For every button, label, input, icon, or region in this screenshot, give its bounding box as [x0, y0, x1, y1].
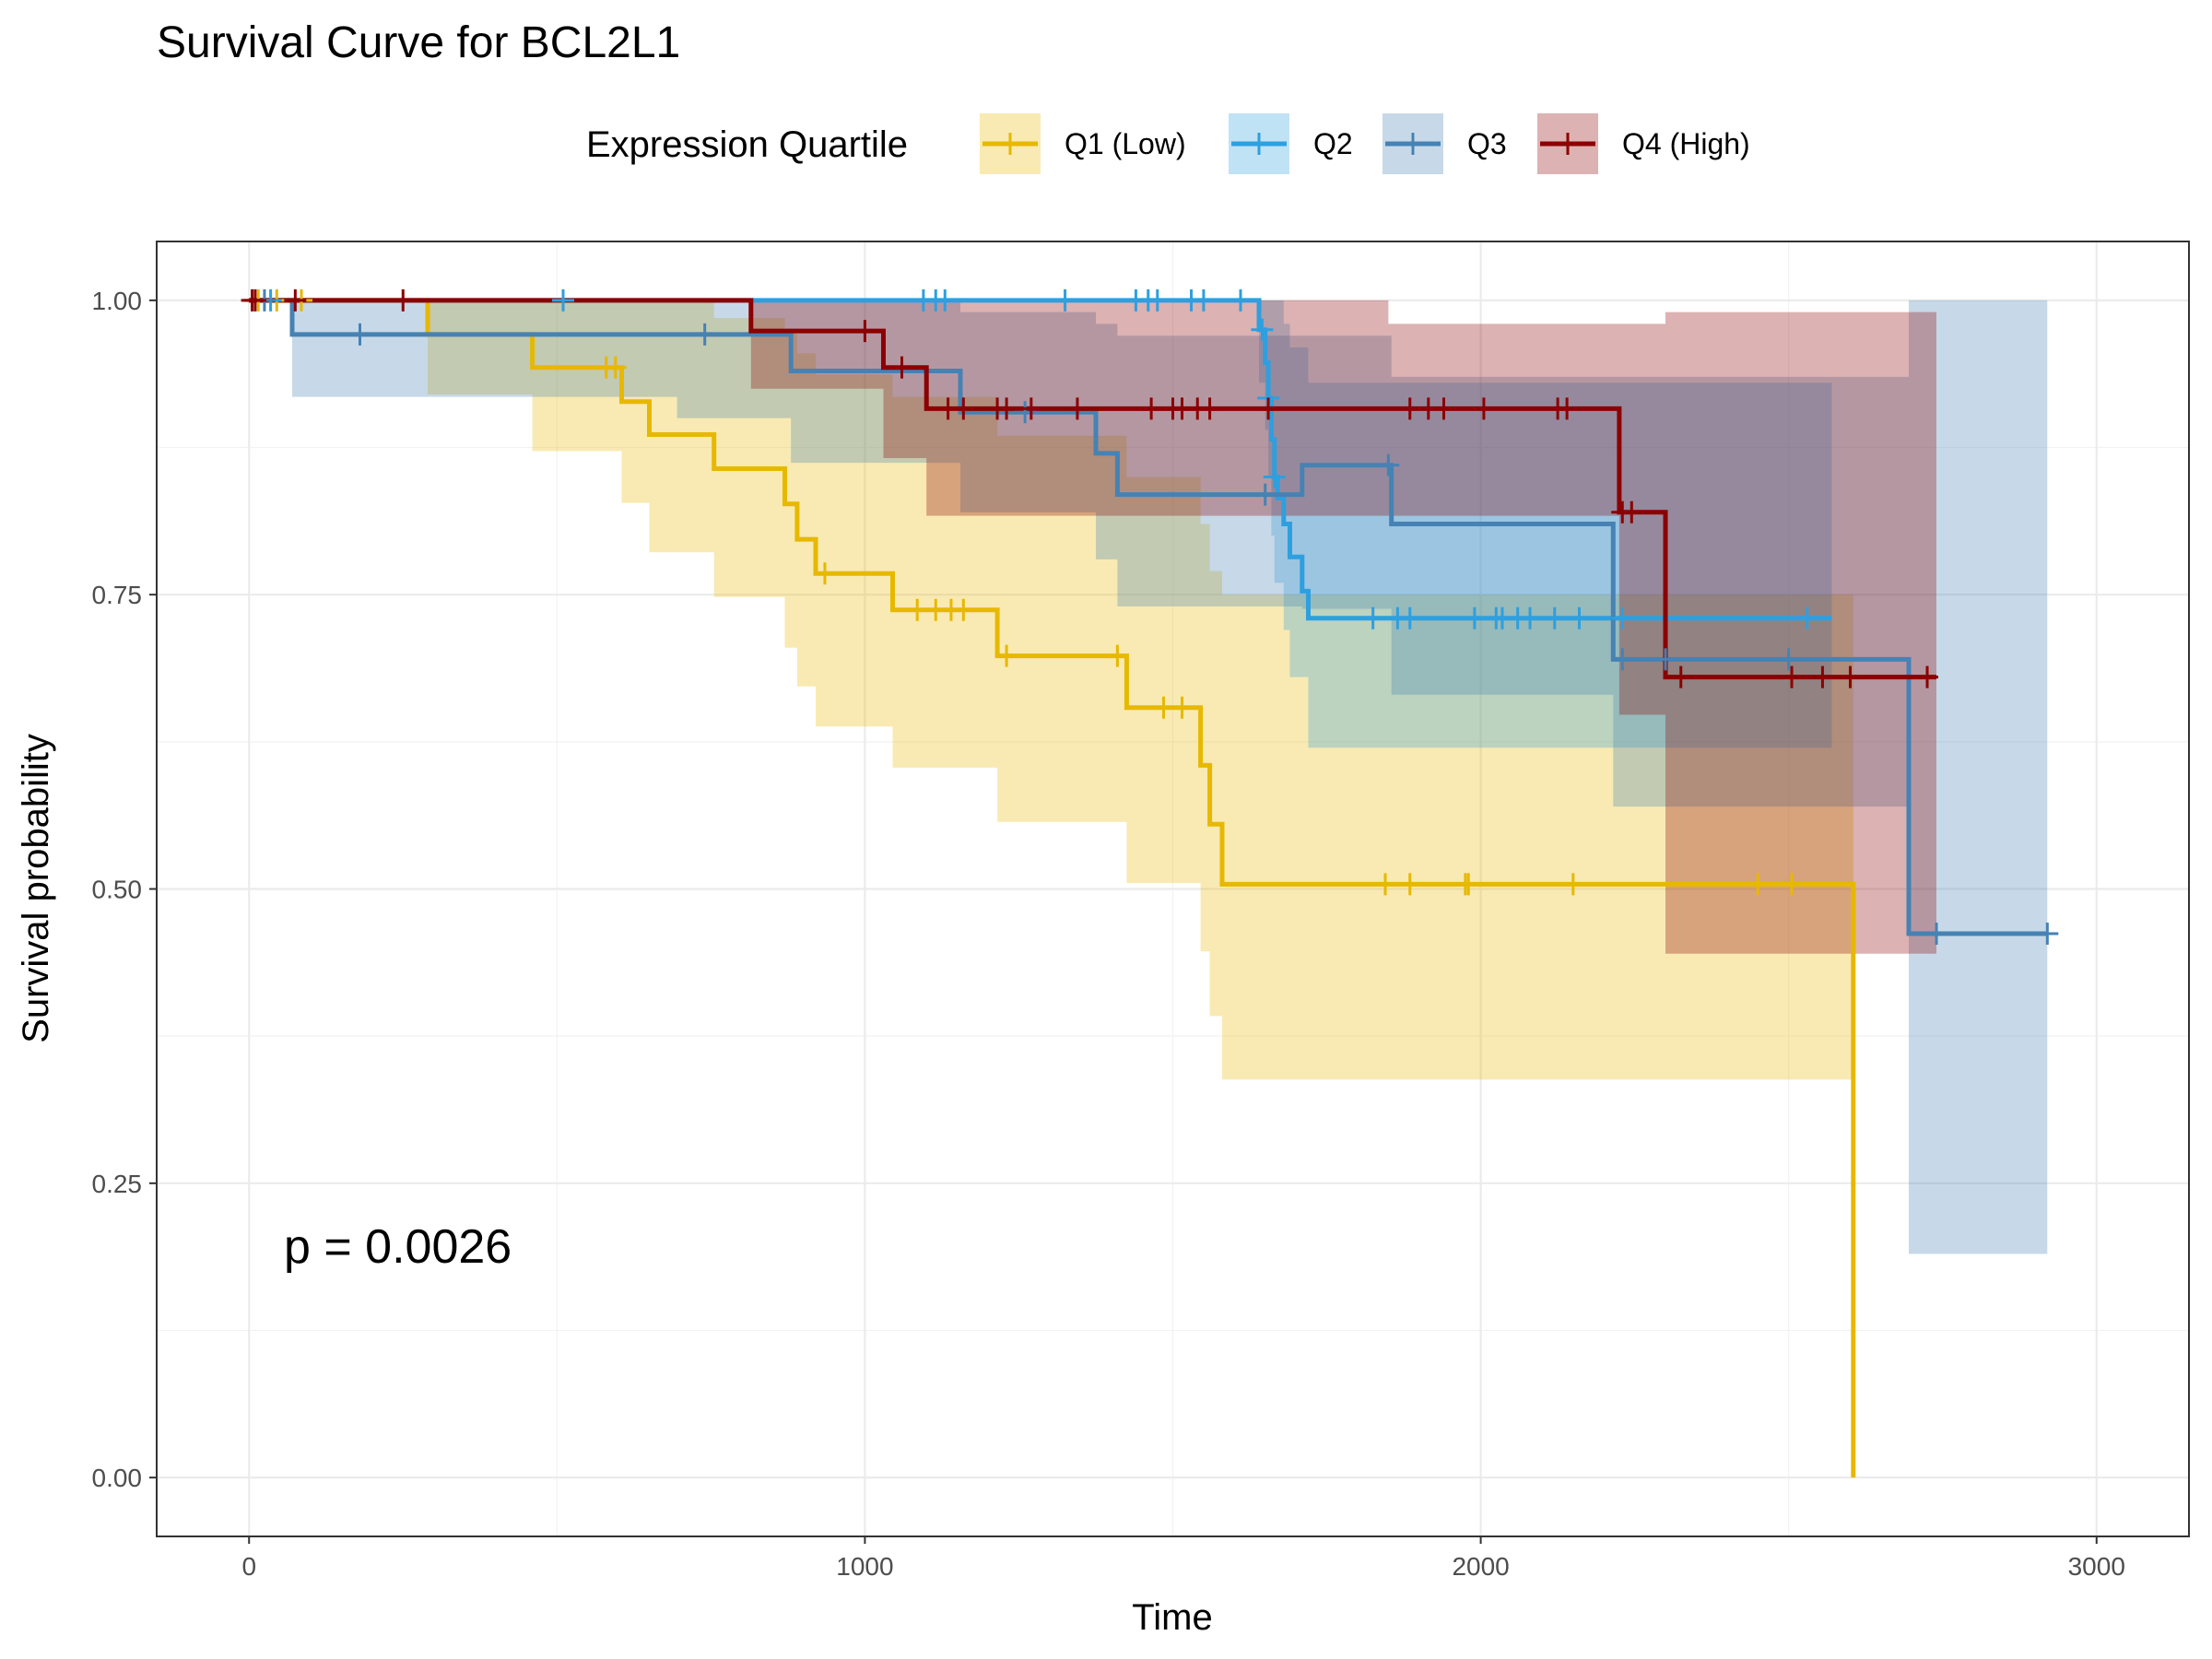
legend-title: Expression Quartile — [586, 124, 908, 165]
censor-mark — [1561, 873, 1584, 896]
censor-mark — [1230, 288, 1252, 312]
censor-mark — [284, 288, 307, 312]
censor-mark — [1398, 606, 1421, 629]
censor-mark — [348, 323, 371, 346]
censor-mark — [1192, 288, 1215, 312]
censor-mark — [1257, 397, 1280, 420]
censor-mark — [1065, 397, 1088, 420]
survival-curve — [249, 298, 1936, 680]
censor-mark — [1374, 873, 1397, 896]
censor-mark — [1361, 606, 1384, 629]
p-value-annotation: p = 0.0026 — [284, 1220, 512, 1274]
censor-mark — [604, 356, 627, 379]
censor-mark — [1263, 465, 1286, 488]
censor-mark — [1377, 453, 1400, 477]
legend-label: Q1 (Low) — [1065, 127, 1186, 160]
censor-mark — [995, 644, 1018, 667]
legend: Expression Quartile Q1 (Low) Q2 Q3 Q4 (High… — [586, 113, 1750, 174]
censor-mark — [853, 320, 877, 343]
censor-mark — [890, 356, 913, 379]
censor-mark — [995, 397, 1018, 420]
censor-mark — [1053, 288, 1077, 312]
censor-mark — [1795, 606, 1818, 629]
censor-mark — [693, 323, 716, 346]
y-tick-label: 0.50 — [92, 876, 143, 904]
censor-mark — [2036, 923, 2059, 946]
censor-mark — [1777, 648, 1800, 671]
censor-mark — [1620, 500, 1643, 524]
censor-mark — [1811, 665, 1834, 688]
censor-mark — [1146, 288, 1169, 312]
censor-marks — [241, 288, 2059, 946]
censor-mark — [1171, 696, 1194, 719]
censor-mark — [813, 562, 836, 585]
y-tick-label: 1.00 — [92, 287, 143, 315]
censor-mark — [1457, 873, 1480, 896]
censor-mark — [1432, 397, 1455, 420]
x-tick-label: 1000 — [836, 1552, 893, 1581]
censor-mark — [1519, 606, 1542, 629]
censor-mark — [243, 288, 266, 312]
grid — [157, 241, 2189, 1536]
censor-mark — [1669, 665, 1692, 688]
censor-mark — [1140, 397, 1163, 420]
censor-mark — [1654, 648, 1677, 671]
censor-mark — [1472, 397, 1495, 420]
censor-mark — [934, 288, 957, 312]
legend-label: Q3 — [1467, 127, 1507, 160]
legend-label: Q4 (High) — [1622, 127, 1750, 160]
x-tick-label: 2000 — [1452, 1552, 1509, 1581]
chart-title: Survival Curve for BCL2L1 — [157, 18, 680, 67]
censor-mark — [1398, 397, 1421, 420]
axes: 0 1000 2000 3000 0.00 0.25 0.50 0.75 1.00 — [92, 287, 2125, 1581]
censor-mark — [1543, 606, 1566, 629]
censor-mark — [1253, 483, 1277, 506]
confidence-band — [249, 300, 2048, 1254]
censor-mark — [1781, 665, 1804, 688]
censor-mark — [1611, 606, 1634, 629]
y-axis-label: Survival probability — [16, 734, 56, 1043]
x-tick-label: 0 — [241, 1552, 256, 1581]
x-tick-label: 3000 — [2068, 1552, 2125, 1581]
censor-mark — [1251, 318, 1274, 341]
y-tick-label: 0.75 — [92, 581, 143, 609]
censor-mark — [1463, 606, 1486, 629]
censor-mark — [906, 598, 929, 621]
censor-mark — [1611, 648, 1634, 671]
censor-mark — [392, 288, 415, 312]
censor-mark — [952, 598, 975, 621]
censor-mark — [1106, 644, 1129, 667]
censor-mark — [1019, 397, 1042, 420]
censor-mark — [552, 288, 574, 312]
censor-mark — [1398, 873, 1421, 896]
censor-mark — [1568, 606, 1591, 629]
legend-label: Q2 — [1313, 127, 1353, 160]
censor-mark — [1198, 397, 1221, 420]
y-tick-label: 0.00 — [92, 1464, 143, 1492]
x-axis-label: Time — [1132, 1597, 1212, 1638]
censor-mark — [1747, 873, 1770, 896]
confidence-band — [249, 300, 1937, 954]
censor-mark — [1152, 696, 1175, 719]
censor-mark — [1916, 665, 1939, 688]
censor-mark — [1556, 397, 1579, 420]
censor-mark — [1781, 873, 1804, 896]
censor-mark — [1839, 665, 1862, 688]
censor-mark — [952, 397, 975, 420]
confidence-band — [249, 300, 1832, 748]
y-tick-label: 0.25 — [92, 1170, 143, 1198]
censor-mark — [1925, 923, 1948, 946]
